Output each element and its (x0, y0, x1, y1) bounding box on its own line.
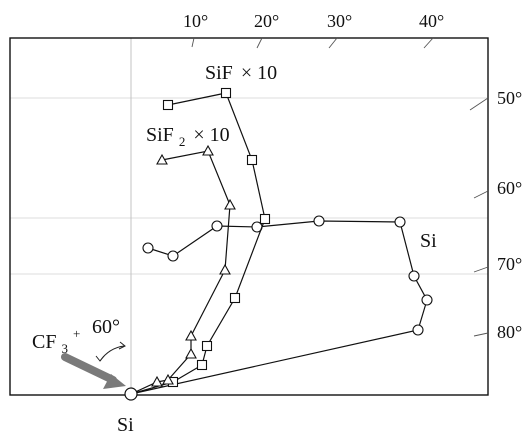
sif2-series-line (130, 150, 231, 395)
top-tick-30 (328, 37, 338, 49)
sif2-marker-6 (185, 347, 197, 359)
incident-angle-arrowhead-left (95, 355, 105, 362)
si-marker-3 (211, 220, 223, 232)
sif2-marker-4 (219, 263, 231, 275)
si-marker-7 (408, 270, 420, 282)
si-marker-2 (167, 250, 179, 262)
incident-ion-label: CF 3 + (32, 326, 80, 358)
sif2-label-sub: 2 (179, 134, 186, 149)
incident-angle-label: 60° (92, 316, 120, 338)
si-marker-8 (421, 294, 433, 306)
right-tick-label-50: 50° (497, 88, 522, 108)
sif-label-main: SiF (205, 62, 233, 84)
top-tick-label-30: 30° (327, 11, 352, 31)
right-tick-label-80: 80° (497, 322, 522, 342)
top-tick-40 (423, 37, 434, 49)
target-material-label: Si (117, 414, 134, 434)
top-tick-label-40: 40° (419, 11, 444, 31)
top-tick-10 (191, 37, 195, 48)
si-marker-1 (142, 242, 154, 254)
sif-marker-1 (162, 99, 174, 111)
si-marker-5 (313, 215, 325, 227)
sif2-marker-3 (224, 198, 236, 210)
right-tick-label-60: 60° (497, 178, 522, 198)
si-series-line (130, 220, 428, 395)
incident-ion-main: CF (32, 331, 56, 353)
top-tick-label-20: 20° (254, 11, 279, 31)
right-tick-70 (473, 266, 489, 273)
sif2-marker-5 (185, 329, 197, 341)
incident-beam-shaft (61, 353, 117, 384)
right-angle-ticks (469, 97, 489, 337)
sif2-marker-7 (162, 373, 174, 385)
sif-label-suffix: × 10 (241, 62, 277, 84)
incident-ion-sup: + (73, 326, 80, 341)
incident-beam-arrow (61, 353, 126, 389)
sif2-label-main: SiF (146, 124, 174, 146)
plot-frame (9, 37, 489, 396)
sif-series-label: SiF × 10 (205, 62, 277, 84)
incident-ion-sub: 3 (61, 341, 68, 356)
right-tick-80 (473, 332, 489, 337)
right-tick-label-70: 70° (497, 254, 522, 274)
sif2-label-suffix: × 10 (193, 124, 229, 146)
reference-lines (10, 38, 488, 395)
top-angle-ticks (191, 37, 434, 49)
sif-series (130, 87, 271, 395)
right-tick-60 (473, 190, 489, 199)
sif2-marker-1 (156, 153, 168, 165)
sputter-origin-marker (124, 387, 138, 401)
sif2-marker-2 (202, 144, 214, 156)
si-marker-9 (412, 324, 424, 336)
si-series-label: Si (420, 230, 437, 252)
sif2-marker-8 (151, 375, 163, 387)
right-tick-50 (469, 97, 489, 111)
top-tick-label-10: 10° (183, 11, 208, 31)
sif2-series (130, 144, 236, 395)
sif-marker-2 (220, 87, 232, 99)
sif-marker-5 (229, 292, 241, 304)
top-tick-20 (256, 37, 263, 49)
sif2-series-label: SiF 2 × 10 (146, 124, 230, 151)
incident-angle-arrowhead-right (118, 341, 126, 350)
si-marker-6 (394, 216, 406, 228)
sif-marker-4 (259, 213, 271, 225)
sif-marker-6 (201, 340, 213, 352)
sif-marker-3 (246, 154, 258, 166)
sif-marker-7 (196, 359, 208, 371)
si-series (130, 215, 433, 395)
incident-beam-head (103, 374, 126, 389)
